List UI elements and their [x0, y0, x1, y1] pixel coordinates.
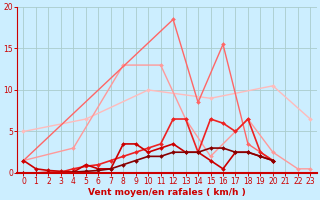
X-axis label: Vent moyen/en rafales ( km/h ): Vent moyen/en rafales ( km/h ) — [88, 188, 246, 197]
